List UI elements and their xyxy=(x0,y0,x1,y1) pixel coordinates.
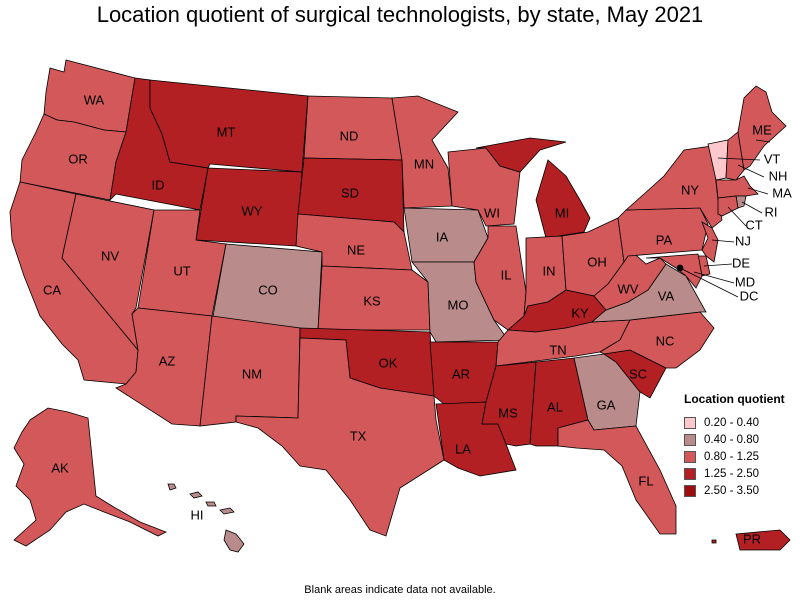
label-OK: OK xyxy=(379,355,398,370)
label-PA: PA xyxy=(656,232,673,247)
legend-title: Location quotient xyxy=(684,392,785,406)
label-RI: RI xyxy=(765,204,778,219)
state-MN[interactable] xyxy=(391,95,459,209)
label-NJ: NJ xyxy=(735,233,751,248)
leader-NH xyxy=(737,164,765,178)
legend: Location quotient 0.20 - 0.40 0.40 - 0.8… xyxy=(684,392,785,499)
label-VA: VA xyxy=(658,288,675,303)
label-KY: KY xyxy=(571,305,589,320)
legend-swatch xyxy=(684,484,696,497)
label-IL: IL xyxy=(501,267,512,282)
label-MN: MN xyxy=(414,156,434,171)
label-CA: CA xyxy=(43,282,61,297)
label-ME: ME xyxy=(752,122,772,137)
label-NC: NC xyxy=(656,333,675,348)
label-OR: OR xyxy=(68,151,88,166)
legend-item: 0.40 - 0.80 xyxy=(684,431,785,448)
label-ND: ND xyxy=(340,128,359,143)
legend-swatch xyxy=(684,416,696,429)
legend-label: 0.20 - 0.40 xyxy=(704,416,759,429)
label-AR: AR xyxy=(452,366,470,381)
label-OH: OH xyxy=(587,254,607,269)
label-PR: PR xyxy=(743,531,761,546)
state-MD[interactable] xyxy=(645,253,703,289)
legend-label: 0.40 - 0.80 xyxy=(704,433,759,446)
state-NC[interactable] xyxy=(599,311,715,369)
label-UT: UT xyxy=(173,263,190,278)
leader-CT xyxy=(727,206,747,227)
label-MI: MI xyxy=(555,205,569,220)
label-MS: MS xyxy=(498,405,518,420)
legend-item: 2.50 - 3.50 xyxy=(684,482,785,499)
leader-DC xyxy=(679,267,739,298)
label-WV: WV xyxy=(618,281,639,296)
legend-swatch xyxy=(684,433,696,446)
label-SC: SC xyxy=(629,366,647,381)
label-CO: CO xyxy=(258,282,278,297)
leader-MA xyxy=(747,187,769,195)
label-ID: ID xyxy=(152,177,165,192)
label-NY: NY xyxy=(681,182,699,197)
legend-label: 2.50 - 3.50 xyxy=(704,484,759,497)
state-ME[interactable] xyxy=(737,85,787,171)
leader-DE xyxy=(703,263,733,267)
legend-item: 1.25 - 2.50 xyxy=(684,465,785,482)
label-NM: NM xyxy=(242,366,262,381)
legend-label: 1.25 - 2.50 xyxy=(704,467,759,480)
label-FL: FL xyxy=(638,473,653,488)
label-MA: MA xyxy=(772,185,792,200)
state-NJ[interactable] xyxy=(701,221,719,263)
leader-VT xyxy=(717,157,761,161)
label-HI: HI xyxy=(191,507,204,522)
legend-item: 0.20 - 0.40 xyxy=(684,414,785,431)
label-NE: NE xyxy=(347,242,365,257)
state-MI[interactable] xyxy=(475,137,591,239)
footnote: Blank areas indicate data not available. xyxy=(304,584,496,596)
state-CT[interactable] xyxy=(717,195,739,217)
label-IA: IA xyxy=(436,229,449,244)
legend-item: 0.80 - 1.25 xyxy=(684,448,785,465)
label-SD: SD xyxy=(341,185,359,200)
label-WY: WY xyxy=(242,203,263,218)
label-WI: WI xyxy=(484,205,500,220)
legend-label: 0.80 - 1.25 xyxy=(704,450,759,463)
label-AK: AK xyxy=(51,460,69,475)
label-DC: DC xyxy=(740,288,759,303)
label-MD: MD xyxy=(735,274,755,289)
label-MT: MT xyxy=(217,124,236,139)
legend-swatch xyxy=(684,450,696,463)
label-AZ: AZ xyxy=(159,353,176,368)
label-VT: VT xyxy=(764,151,781,166)
label-NH: NH xyxy=(769,168,788,183)
state-MA[interactable] xyxy=(715,175,759,199)
label-TN: TN xyxy=(549,342,566,357)
label-GA: GA xyxy=(597,397,616,412)
leader-NJ xyxy=(711,239,735,243)
leader-ME xyxy=(755,139,771,143)
label-WA: WA xyxy=(84,92,105,107)
state-IL[interactable] xyxy=(473,225,527,331)
leader-RI xyxy=(741,201,763,214)
label-LA: LA xyxy=(455,441,471,456)
label-NV: NV xyxy=(101,248,119,263)
map-title: Location quotient of surgical technologi… xyxy=(96,2,704,27)
label-IN: IN xyxy=(543,263,556,278)
label-AL: AL xyxy=(547,399,563,414)
label-CT: CT xyxy=(745,217,762,232)
state-AK[interactable] xyxy=(13,407,167,547)
state-TX[interactable] xyxy=(235,337,445,537)
label-KS: KS xyxy=(363,293,381,308)
state-FL[interactable] xyxy=(557,419,677,535)
label-MO: MO xyxy=(448,297,469,312)
legend-swatch xyxy=(684,467,696,480)
leader-MD xyxy=(693,271,735,284)
label-TX: TX xyxy=(350,428,367,443)
state-PR[interactable] xyxy=(711,529,791,551)
label-DE: DE xyxy=(732,255,750,270)
state-HI[interactable] xyxy=(167,483,245,553)
